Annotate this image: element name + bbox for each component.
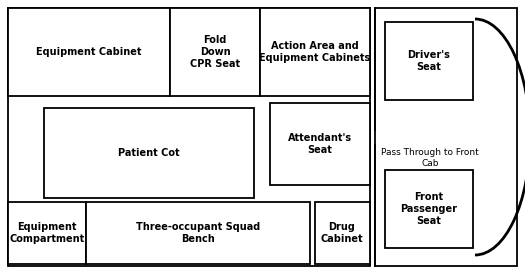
Text: Three-occupant Squad
Bench: Three-occupant Squad Bench [136, 222, 260, 244]
Text: Front
Passenger
Seat: Front Passenger Seat [401, 192, 457, 226]
Bar [385, 22, 473, 100]
Bar [385, 170, 473, 248]
Text: Attendant's
Seat: Attendant's Seat [288, 133, 352, 155]
Bar [260, 8, 370, 96]
Bar [86, 202, 310, 264]
Text: Pass Through to Front
Cab: Pass Through to Front Cab [381, 148, 479, 168]
Bar [44, 108, 254, 198]
Text: Equipment
Compartment: Equipment Compartment [9, 222, 85, 244]
Text: Drug
Cabinet: Drug Cabinet [321, 222, 363, 244]
Bar [270, 103, 370, 185]
Bar [8, 8, 170, 96]
Text: Fold
Down
CPR Seat: Fold Down CPR Seat [190, 35, 240, 68]
Bar [8, 8, 370, 266]
Text: Driver's
Seat: Driver's Seat [407, 50, 450, 72]
Text: Patient Cot: Patient Cot [118, 148, 180, 158]
Bar [315, 202, 370, 264]
Text: Action Area and
Equipment Cabinets: Action Area and Equipment Cabinets [259, 41, 371, 63]
Bar [8, 202, 86, 264]
Bar [170, 8, 260, 96]
Bar [375, 8, 517, 266]
Text: Equipment Cabinet: Equipment Cabinet [36, 47, 142, 57]
